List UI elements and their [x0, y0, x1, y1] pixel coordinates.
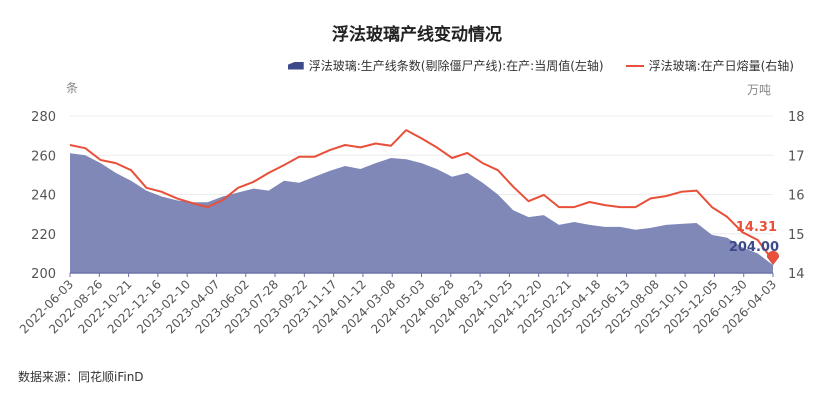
- right-tick-label: 16: [788, 189, 805, 204]
- chart-title: 浮法玻璃产线变动情况: [332, 25, 502, 45]
- left-tick-label: 240: [31, 189, 56, 204]
- legend-label: 浮法玻璃:生产线条数(剔除僵尸产线):在产:当周值(左轴): [308, 59, 604, 73]
- right-axis-unit: 万吨: [747, 83, 772, 97]
- line-end-marker-icon: [767, 250, 779, 265]
- line-swatch-icon: [625, 64, 644, 67]
- legend-label: 浮法玻璃:在产日熔量(右轴): [648, 59, 794, 73]
- legend-item-lines[interactable]: 浮法玻璃:生产线条数(剔除僵尸产线):在产:当周值(左轴): [287, 57, 604, 74]
- legend: 浮法玻璃:生产线条数(剔除僵尸产线):在产:当周值(左轴) 浮法玻璃:在产日熔量…: [287, 57, 794, 74]
- right-tick-label: 18: [788, 110, 805, 125]
- right-tick-label: 14: [788, 267, 805, 282]
- lines-area: [70, 153, 773, 273]
- right-tick-label: 15: [788, 228, 805, 243]
- area-end-label: 204.00: [729, 240, 779, 255]
- left-tick-label: 220: [31, 228, 56, 243]
- melt-line: [69, 129, 774, 262]
- line-end-label: 14.31: [736, 220, 777, 235]
- left-tick-label: 260: [31, 149, 56, 164]
- left-tick-label: 200: [31, 267, 56, 282]
- source-note: 数据来源：同花顺iFinD: [18, 370, 144, 384]
- right-tick-label: 17: [788, 149, 805, 164]
- area-swatch-icon: [287, 61, 304, 70]
- left-axis-unit: 条: [66, 81, 79, 95]
- left-tick-label: 280: [31, 110, 56, 125]
- legend-item-melt[interactable]: 浮法玻璃:在产日熔量(右轴): [625, 57, 794, 74]
